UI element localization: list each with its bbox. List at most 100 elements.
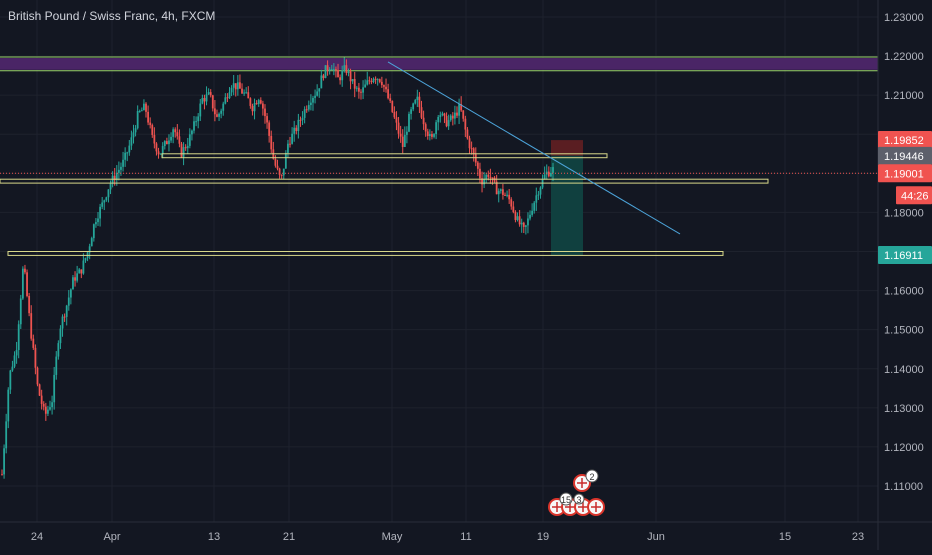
candle-body <box>441 113 444 116</box>
candle-body <box>176 132 179 137</box>
candle-body <box>40 395 43 404</box>
candle-body <box>531 210 534 215</box>
candle-body <box>44 406 47 414</box>
price-axis-label: 1.23000 <box>884 12 924 24</box>
candle-body <box>74 277 76 281</box>
event-count-label: 3 <box>576 495 581 505</box>
candle-body <box>433 134 435 137</box>
candle-body <box>65 305 68 317</box>
price-axis-label: 1.16000 <box>884 286 924 298</box>
candle-body <box>445 115 448 127</box>
candle-body <box>147 111 149 123</box>
candle-body <box>182 147 185 157</box>
candle-body <box>529 214 531 219</box>
candle-body <box>380 81 383 86</box>
candle-body <box>213 108 216 115</box>
candle-body <box>385 86 387 90</box>
candle-body <box>205 94 208 102</box>
candle-body <box>67 297 70 306</box>
candle-body <box>241 88 243 94</box>
candle-body <box>264 108 266 117</box>
chart-title: British Pound / Swiss Franc, 4h, FXCM <box>8 9 216 23</box>
time-axis-label: 19 <box>537 531 549 543</box>
candle-body <box>424 124 427 132</box>
candle-body <box>69 289 72 298</box>
candle-body <box>9 370 12 390</box>
candle-body <box>499 189 502 191</box>
candle-body <box>533 202 536 211</box>
candle-body <box>216 114 218 117</box>
candle-body <box>186 145 189 149</box>
candle-body <box>126 152 129 154</box>
candle-body <box>232 83 235 88</box>
candle-body <box>195 121 198 123</box>
candle-body <box>278 168 281 175</box>
candle-body <box>201 97 204 104</box>
candle-body <box>506 194 508 196</box>
candle-body <box>468 138 471 149</box>
price-badge <box>878 164 932 183</box>
candle-body <box>362 87 364 93</box>
time-axis-label: May <box>382 531 403 543</box>
price-axis-label: 1.13000 <box>884 403 924 415</box>
candle-body <box>479 168 481 179</box>
candle-body <box>197 116 200 122</box>
candle-body <box>122 159 124 167</box>
candle-body <box>520 222 523 225</box>
candle-body <box>59 328 62 344</box>
candle-body <box>53 374 56 403</box>
candle-body <box>109 183 112 190</box>
candle-body <box>168 140 170 145</box>
candle-body <box>543 174 546 179</box>
candle-body <box>251 105 254 112</box>
candle-body <box>88 246 91 253</box>
candle-body <box>24 268 26 273</box>
candle-body <box>145 103 147 112</box>
candle-body <box>138 111 141 113</box>
candle-body <box>161 146 164 154</box>
candles-group <box>1 57 554 479</box>
candle-body <box>270 135 273 150</box>
candle-body <box>72 277 74 290</box>
candle-body <box>5 421 8 449</box>
candle-body <box>510 199 513 207</box>
time-axis-label: 15 <box>779 531 791 543</box>
candle-body <box>474 154 477 163</box>
candle-body <box>280 174 283 176</box>
candle-body <box>184 147 187 149</box>
candle-body <box>49 407 51 410</box>
candle-body <box>174 129 177 133</box>
candle-body <box>376 79 379 81</box>
candle-body <box>552 167 554 173</box>
candle-body <box>224 97 227 104</box>
candle-body <box>383 85 385 87</box>
price-badge-label: 1.16911 <box>884 250 923 262</box>
price-axis-label: 1.22000 <box>884 51 924 63</box>
candle-body <box>416 96 419 101</box>
candle-body <box>391 100 394 112</box>
candle-body <box>130 137 133 146</box>
candle-body <box>134 128 137 133</box>
candle-body <box>449 115 452 121</box>
candle-body <box>228 92 231 99</box>
support-zone-lower <box>7 251 724 256</box>
candle-body <box>261 103 264 109</box>
candle-body <box>504 194 506 196</box>
candle-body <box>120 166 122 170</box>
candle-body <box>19 298 22 325</box>
candle-body <box>403 134 406 147</box>
candle-body <box>535 195 538 203</box>
candle-body <box>111 175 114 184</box>
candle-body <box>502 189 504 195</box>
candle-body <box>15 350 18 356</box>
candle-body <box>322 75 325 79</box>
resistance-band <box>0 58 878 70</box>
candle-body <box>289 143 291 145</box>
event-count-badge <box>573 493 585 505</box>
candle-body <box>11 366 14 371</box>
candle-body <box>414 100 417 104</box>
candle-body <box>105 197 108 201</box>
candle-body <box>63 316 66 318</box>
